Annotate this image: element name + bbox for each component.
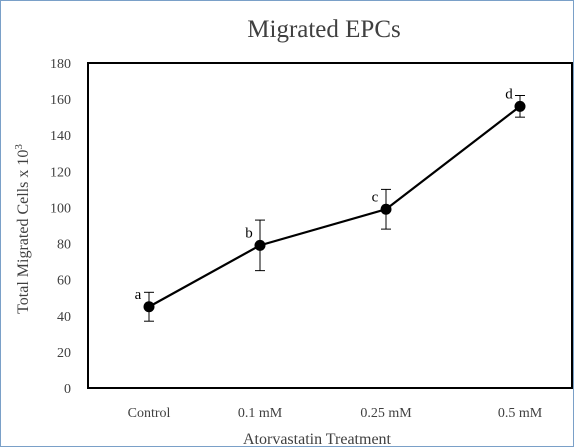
y-tick-label: 60: [57, 274, 71, 289]
x-tick-label: 0.5 mM: [498, 406, 543, 421]
y-tick-label: 160: [50, 93, 71, 108]
x-tick-label: Control: [128, 406, 171, 421]
series-layer: a b c d: [135, 86, 526, 322]
x-axis-ticks: Control 0.1 mM 0.25 mM 0.5 mM: [128, 406, 543, 421]
data-point: [143, 301, 155, 313]
y-axis-label: Total Migrated Cells x 103: [13, 144, 32, 314]
y-tick-label: 80: [57, 238, 71, 253]
y-tick-label: 120: [50, 165, 71, 180]
data-point: [514, 100, 526, 112]
y-tick-label: 20: [57, 346, 71, 361]
x-axis-label: Atorvastatin Treatment: [243, 431, 392, 446]
data-point-label: b: [245, 225, 253, 241]
y-tick-label: 0: [64, 382, 71, 397]
data-point-label: d: [505, 86, 513, 102]
data-point-label: a: [135, 287, 142, 303]
data-point: [254, 239, 266, 251]
y-axis-ticks: 0 20 40 60 80 100 120 140 160 180: [50, 57, 71, 397]
y-tick-label: 180: [50, 57, 71, 72]
y-tick-label: 100: [50, 201, 71, 216]
x-tick-label: 0.25 mM: [360, 406, 412, 421]
y-tick-label: 40: [57, 310, 71, 325]
y-axis-label-superscript: 3: [13, 144, 25, 150]
data-point-label: c: [372, 189, 379, 205]
chart-title: Migrated EPCs: [247, 16, 400, 43]
y-tick-label: 140: [50, 129, 71, 144]
x-tick-label: 0.1 mM: [238, 406, 283, 421]
y-axis-label-text: Total Migrated Cells x 10: [15, 150, 32, 314]
series-line: [148, 105, 521, 308]
data-point: [380, 203, 392, 215]
plot-area-border: [87, 62, 573, 389]
